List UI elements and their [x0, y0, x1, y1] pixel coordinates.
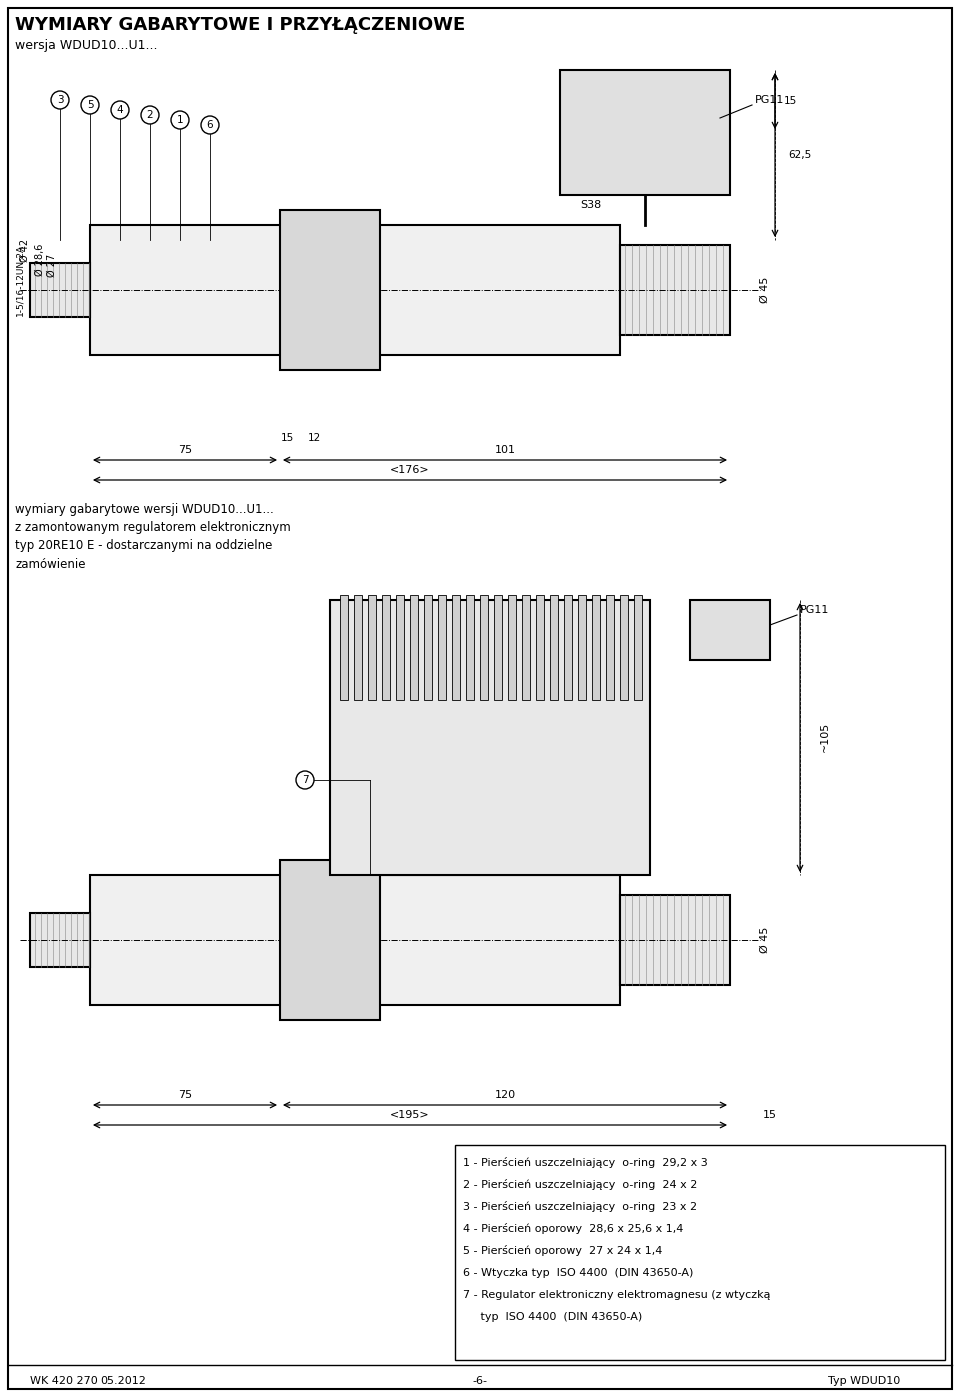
Bar [340, 595, 348, 700]
Text: 15: 15 [280, 433, 294, 443]
Text: z zamontowanym regulatorem elektronicznym: z zamontowanym regulatorem elektroniczny… [15, 521, 291, 535]
Bar [382, 595, 390, 700]
Text: 15: 15 [763, 1111, 777, 1120]
Bar [564, 595, 572, 700]
Text: 5: 5 [86, 101, 93, 110]
Text: 2: 2 [147, 110, 154, 120]
Text: wymiary gabarytowe wersji WDUD10...U1...: wymiary gabarytowe wersji WDUD10...U1... [15, 503, 274, 517]
Bar [690, 599, 770, 659]
Text: 4 - Pierścień oporowy  28,6 x 25,6 x 1,4: 4 - Pierścień oporowy 28,6 x 25,6 x 1,4 [463, 1224, 684, 1235]
Text: WYMIARY GABARYTOWE I PRZYŁĄCZENIOWE: WYMIARY GABARYTOWE I PRZYŁĄCZENIOWE [15, 15, 466, 34]
Text: typ  ISO 4400  (DIN 43650-A): typ ISO 4400 (DIN 43650-A) [463, 1312, 642, 1322]
Text: 3: 3 [57, 95, 63, 105]
Bar [396, 595, 404, 700]
Bar [280, 210, 380, 370]
Bar [354, 595, 362, 700]
Bar [330, 599, 650, 875]
Text: PG11: PG11 [800, 605, 829, 615]
Bar [536, 595, 544, 700]
Text: 1 - Pierścień uszczelniający  o-ring  29,2 x 3: 1 - Pierścień uszczelniający o-ring 29,2… [463, 1158, 708, 1168]
Text: 75: 75 [178, 1090, 192, 1099]
Bar [634, 595, 642, 700]
Text: zamówienie: zamówienie [15, 557, 85, 570]
Bar [522, 595, 530, 700]
Text: wersja WDUD10...U1...: wersja WDUD10...U1... [15, 39, 157, 52]
Bar [438, 595, 446, 700]
Text: 4: 4 [117, 105, 123, 115]
Text: Ø 27: Ø 27 [47, 253, 57, 277]
Bar [410, 595, 418, 700]
Bar [592, 595, 600, 700]
Bar [90, 875, 620, 1004]
Text: <176>: <176> [390, 465, 430, 475]
Text: 6 - Wtyczka typ  ISO 4400  (DIN 43650-A): 6 - Wtyczka typ ISO 4400 (DIN 43650-A) [463, 1268, 693, 1278]
Text: Ø 45: Ø 45 [760, 926, 770, 953]
Text: 05.2012: 05.2012 [100, 1376, 146, 1386]
Text: Typ WDUD10: Typ WDUD10 [828, 1376, 900, 1386]
Bar [620, 595, 628, 700]
Text: typ 20RE10 E - dostarczanymi na oddzielne: typ 20RE10 E - dostarczanymi na oddzieln… [15, 539, 273, 552]
Text: S38: S38 [580, 200, 601, 210]
Text: 2 - Pierścień uszczelniający  o-ring  24 x 2: 2 - Pierścień uszczelniający o-ring 24 x… [463, 1179, 697, 1190]
Text: Ø 28,6: Ø 28,6 [35, 244, 45, 277]
Text: 1: 1 [177, 115, 183, 124]
Bar [455, 1146, 945, 1361]
Text: Ø 45: Ø 45 [760, 277, 770, 303]
Text: 120: 120 [494, 1090, 516, 1099]
Bar [620, 895, 730, 985]
Text: 1-5/16-12UN-2A: 1-5/16-12UN-2A [15, 244, 25, 316]
Text: Ø 42: Ø 42 [20, 239, 30, 261]
Bar [30, 263, 90, 317]
Text: 12: 12 [307, 433, 321, 443]
Bar [466, 595, 474, 700]
Bar [30, 914, 90, 967]
Text: 75: 75 [178, 446, 192, 455]
Bar [578, 595, 586, 700]
Text: 101: 101 [494, 446, 516, 455]
Bar [560, 70, 730, 196]
Text: ~105: ~105 [820, 722, 830, 752]
Bar [90, 225, 620, 355]
Bar [480, 595, 488, 700]
Text: -6-: -6- [472, 1376, 488, 1386]
Text: <195>: <195> [390, 1111, 430, 1120]
Bar [550, 595, 558, 700]
Text: 62,5: 62,5 [788, 149, 811, 161]
Text: 3 - Pierścień uszczelniający  o-ring  23 x 2: 3 - Pierścień uszczelniający o-ring 23 x… [463, 1201, 697, 1213]
Bar [494, 595, 502, 700]
Bar [620, 244, 730, 335]
Bar [452, 595, 460, 700]
Text: 5 - Pierścień oporowy  27 x 24 x 1,4: 5 - Pierścień oporowy 27 x 24 x 1,4 [463, 1246, 662, 1256]
Text: 15: 15 [783, 96, 797, 106]
Bar [508, 595, 516, 700]
Bar [368, 595, 376, 700]
Text: WK 420 270: WK 420 270 [30, 1376, 98, 1386]
Bar [424, 595, 432, 700]
Bar [606, 595, 614, 700]
Text: 7 - Regulator elektroniczny elektromagnesu (z wtyczką: 7 - Regulator elektroniczny elektromagne… [463, 1289, 771, 1301]
Text: 6: 6 [206, 120, 213, 130]
Bar [280, 861, 380, 1020]
Text: 7: 7 [301, 775, 308, 785]
Text: PG11: PG11 [755, 95, 784, 105]
